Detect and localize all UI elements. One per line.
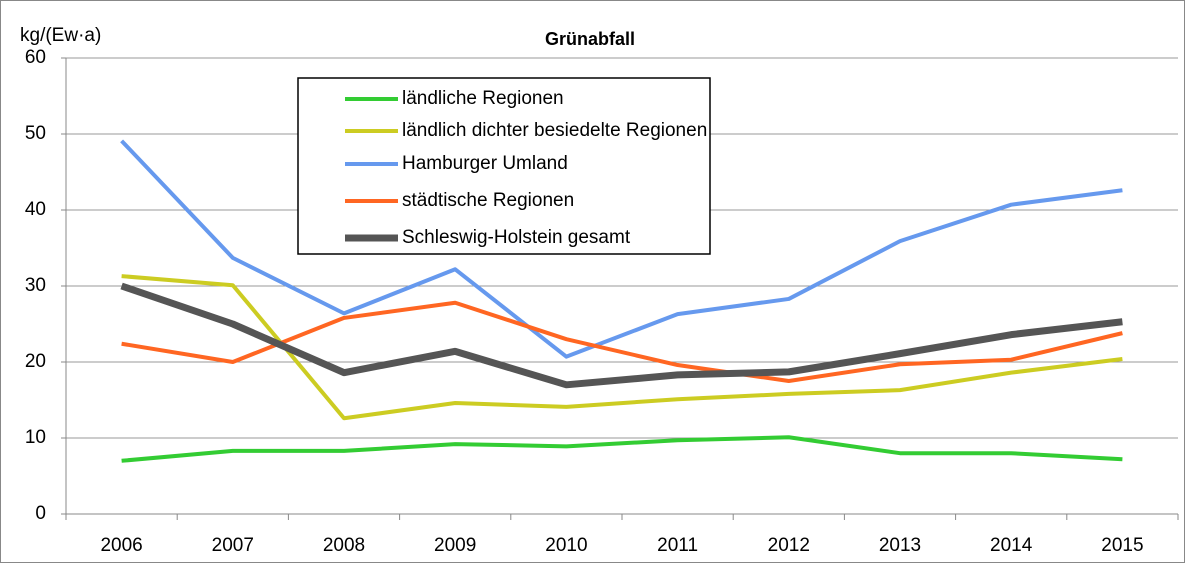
x-tick-label: 2011 (657, 535, 698, 556)
legend-label: ländlich dichter besiedelte Regionen (402, 120, 707, 141)
y-tick-label: 50 (25, 123, 46, 144)
x-tick-label: 2012 (768, 535, 810, 556)
series-line (120, 282, 1123, 389)
y-tick-label: 10 (25, 427, 46, 448)
legend-label: Schleswig-Holstein gesamt (402, 227, 631, 248)
y-tick-label: 0 (35, 503, 46, 524)
x-tick-label: 2008 (323, 535, 365, 556)
legend-label: ländliche Regionen (402, 88, 564, 109)
y-axis-label: kg/(Ew·a) (20, 25, 101, 46)
y-tick-label: 30 (25, 275, 46, 296)
x-tick-label: 2010 (545, 535, 587, 556)
x-tick-label: 2006 (100, 535, 142, 556)
legend-label: Hamburger Umland (402, 153, 568, 174)
y-tick-label: 60 (25, 47, 46, 68)
x-tick-label: 2013 (879, 535, 921, 556)
x-tick-label: 2007 (212, 535, 254, 556)
series-line (120, 139, 1123, 359)
x-tick-label: 2009 (434, 535, 476, 556)
y-tick-label: 20 (25, 351, 46, 372)
legend-label: städtische Regionen (402, 190, 574, 211)
x-tick-label: 2015 (1101, 535, 1143, 556)
series-line (121, 435, 1123, 463)
y-tick-label: 40 (25, 199, 46, 220)
series-line (121, 300, 1123, 383)
chart-title: Grünabfall (545, 29, 635, 49)
x-tick-label: 2014 (990, 535, 1033, 556)
